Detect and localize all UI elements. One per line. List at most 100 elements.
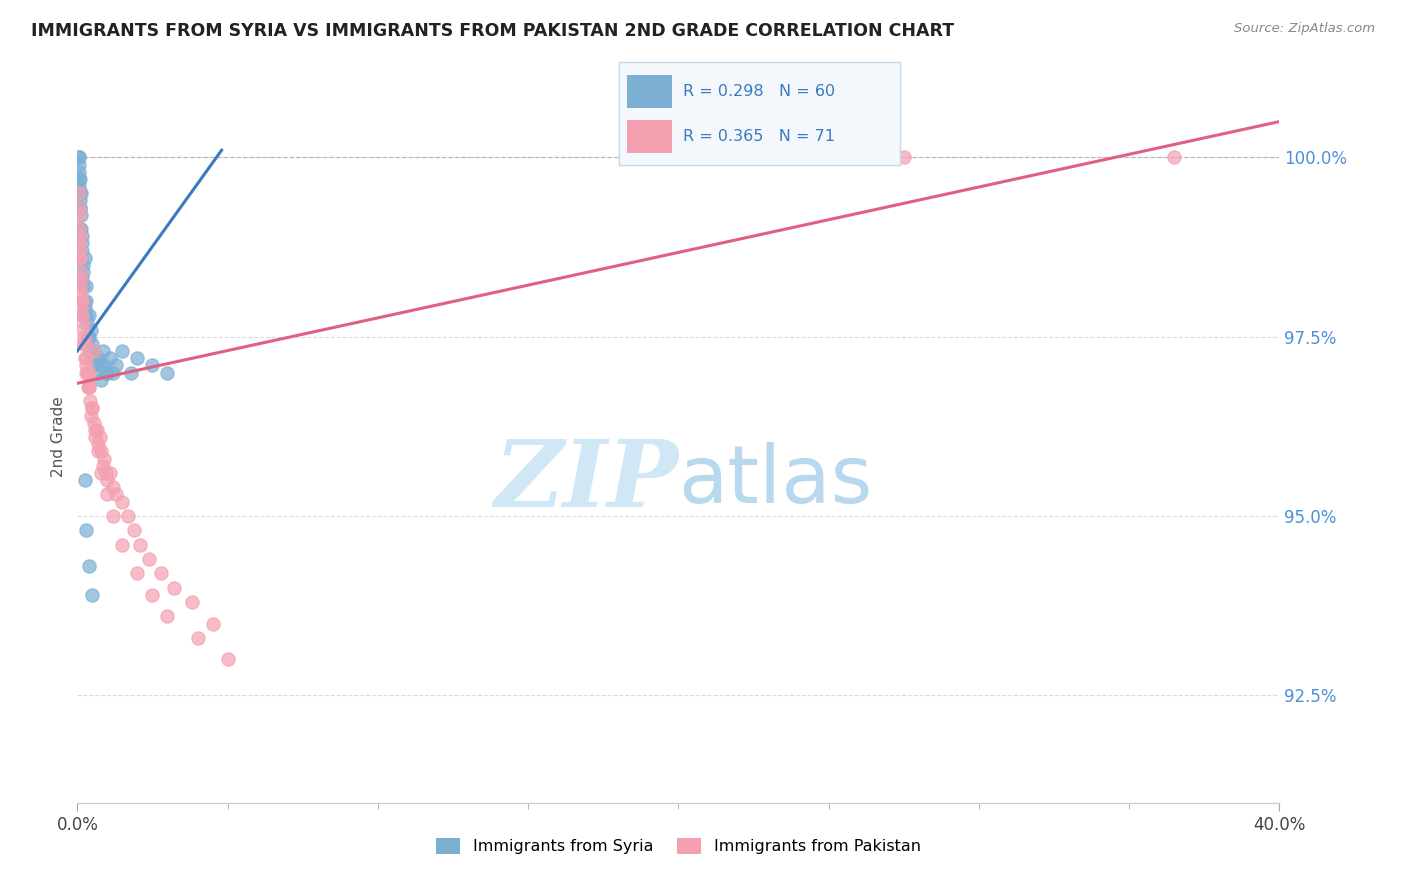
Point <box>70 301 93 315</box>
Point <box>79 344 101 359</box>
Point <box>79 394 101 409</box>
Point <box>67 179 90 194</box>
Point <box>70 222 93 236</box>
Point <box>217 652 239 666</box>
Point <box>103 508 125 523</box>
Point <box>89 359 111 373</box>
Point <box>80 322 103 336</box>
Point <box>103 366 125 380</box>
Point <box>105 359 128 373</box>
Point <box>82 401 104 416</box>
Point <box>70 229 93 244</box>
Point <box>138 552 160 566</box>
Point <box>70 251 93 265</box>
Point <box>86 366 108 380</box>
Point <box>69 279 91 293</box>
Point <box>150 566 173 581</box>
Point <box>70 293 93 308</box>
Point <box>94 466 117 480</box>
Point <box>91 458 114 473</box>
Point <box>201 616 224 631</box>
Point <box>83 416 105 430</box>
Point <box>77 366 100 380</box>
Point <box>75 351 97 366</box>
Text: ZIP: ZIP <box>494 436 679 526</box>
Point <box>72 336 94 351</box>
Point <box>77 308 100 322</box>
Point <box>69 244 91 258</box>
Point <box>75 359 97 373</box>
Point <box>86 423 108 437</box>
Point <box>72 258 94 272</box>
Point <box>67 201 90 215</box>
Point <box>79 559 101 574</box>
Point <box>76 329 98 343</box>
Point <box>75 293 97 308</box>
Point <box>67 150 90 164</box>
Point <box>96 473 118 487</box>
Point <box>70 293 93 308</box>
Point <box>67 150 90 164</box>
Y-axis label: 2nd Grade: 2nd Grade <box>51 397 66 477</box>
Point <box>83 344 105 359</box>
Point <box>89 430 111 444</box>
Point <box>141 588 163 602</box>
Point <box>893 150 915 164</box>
Point <box>93 359 115 373</box>
Point <box>72 315 94 329</box>
Point <box>79 329 101 343</box>
Point <box>103 480 125 494</box>
Point <box>87 437 110 451</box>
Point <box>79 380 101 394</box>
Point <box>72 279 94 293</box>
Point <box>90 466 112 480</box>
Point <box>84 423 107 437</box>
Point <box>73 336 96 351</box>
Point <box>73 293 96 308</box>
Point <box>70 236 93 251</box>
Point <box>91 344 114 359</box>
Point <box>87 444 110 458</box>
Point <box>84 359 107 373</box>
Point <box>69 251 91 265</box>
Point <box>84 430 107 444</box>
Point <box>105 487 128 501</box>
Point <box>76 315 98 329</box>
Point <box>75 308 97 322</box>
Point <box>124 524 146 538</box>
Point <box>186 631 209 645</box>
Point <box>111 494 134 508</box>
Point <box>94 366 117 380</box>
Text: R = 0.365   N = 71: R = 0.365 N = 71 <box>683 128 835 144</box>
Point <box>73 473 96 487</box>
Point <box>70 286 93 301</box>
Point <box>120 366 142 380</box>
Point <box>70 272 93 286</box>
Point <box>69 222 91 236</box>
Point <box>117 508 139 523</box>
Point <box>90 373 112 387</box>
Point <box>90 444 112 458</box>
FancyBboxPatch shape <box>627 120 672 153</box>
Point <box>180 595 202 609</box>
Point <box>76 366 98 380</box>
Point <box>127 566 149 581</box>
Point <box>70 308 93 322</box>
Point <box>73 301 96 315</box>
Point <box>127 351 149 366</box>
Text: atlas: atlas <box>679 442 873 520</box>
Point <box>129 538 152 552</box>
Point <box>67 172 90 186</box>
Legend: Immigrants from Syria, Immigrants from Pakistan: Immigrants from Syria, Immigrants from P… <box>430 831 927 861</box>
Point <box>69 172 91 186</box>
Point <box>83 344 105 359</box>
Point <box>141 359 163 373</box>
Point <box>67 208 90 222</box>
Point <box>67 222 90 236</box>
Point <box>75 366 97 380</box>
Point <box>79 380 101 394</box>
Point <box>73 329 96 343</box>
Point <box>82 588 104 602</box>
Text: IMMIGRANTS FROM SYRIA VS IMMIGRANTS FROM PAKISTAN 2ND GRADE CORRELATION CHART: IMMIGRANTS FROM SYRIA VS IMMIGRANTS FROM… <box>31 22 955 40</box>
FancyBboxPatch shape <box>627 75 672 108</box>
